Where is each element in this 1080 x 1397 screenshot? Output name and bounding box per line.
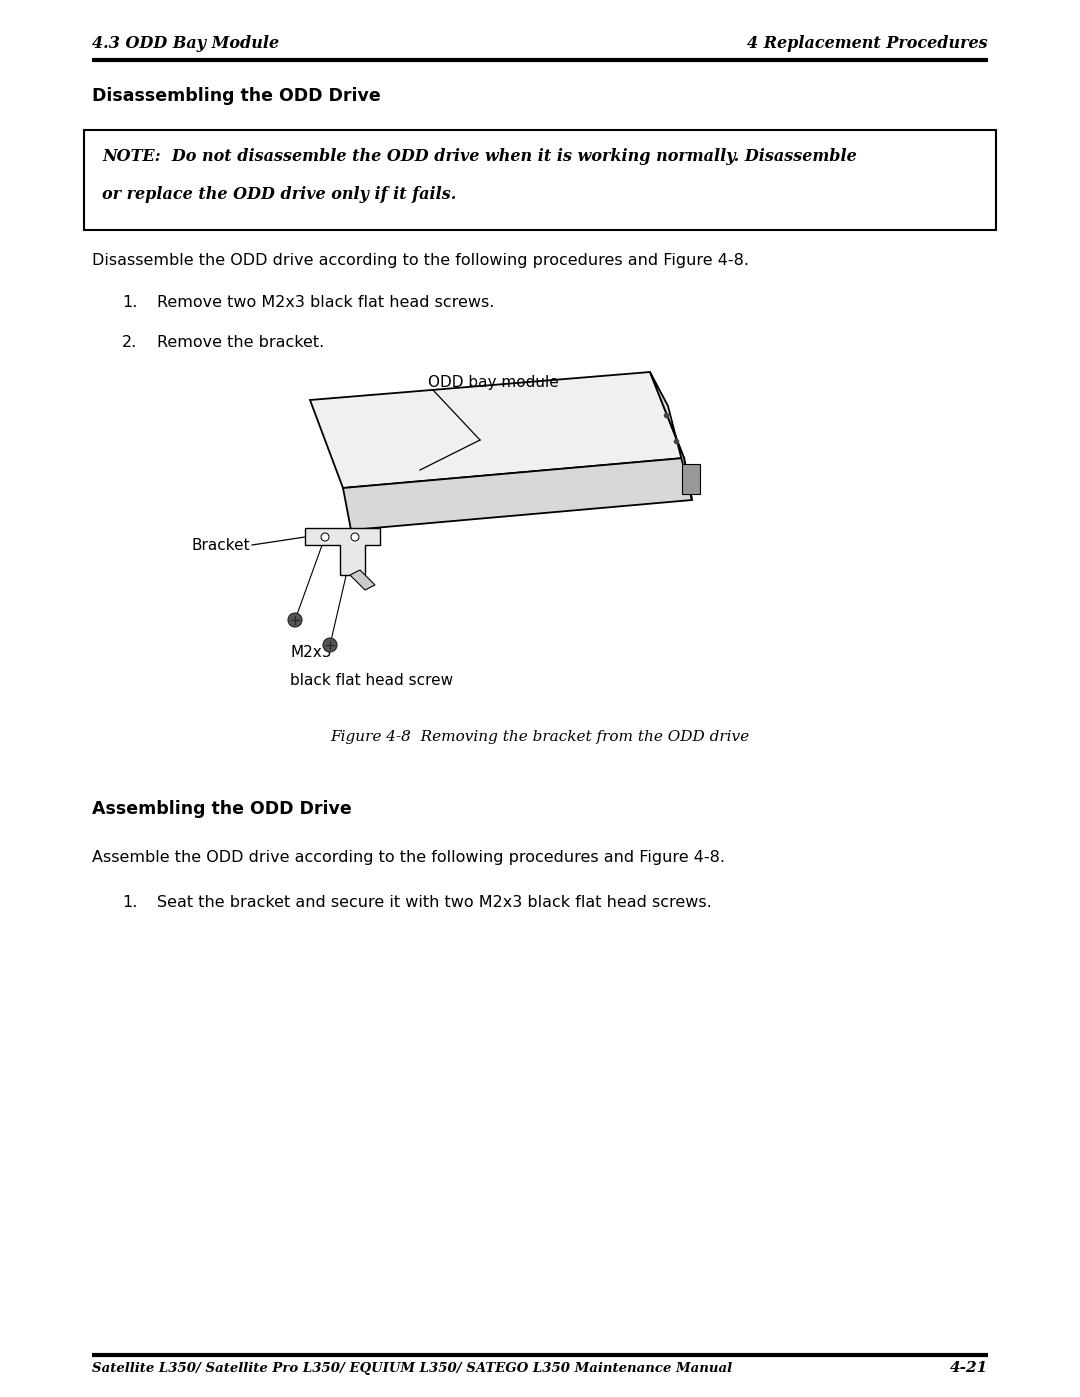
Text: Assemble the ODD drive according to the following procedures and Figure 4-8.: Assemble the ODD drive according to the … xyxy=(92,849,725,865)
Text: Disassemble the ODD drive according to the following procedures and Figure 4-8.: Disassemble the ODD drive according to t… xyxy=(92,253,750,268)
Polygon shape xyxy=(343,458,692,529)
Text: 4.3 ODD Bay Module: 4.3 ODD Bay Module xyxy=(92,35,279,52)
Polygon shape xyxy=(310,372,684,488)
Text: Seat the bracket and secure it with two M2x3 black flat head screws.: Seat the bracket and secure it with two … xyxy=(157,895,712,909)
Text: ODD bay module: ODD bay module xyxy=(428,374,558,390)
Polygon shape xyxy=(650,372,692,500)
Circle shape xyxy=(323,638,337,652)
Text: or replace the ODD drive only if it fails.: or replace the ODD drive only if it fail… xyxy=(102,186,457,203)
Text: Remove two M2x3 black flat head screws.: Remove two M2x3 black flat head screws. xyxy=(157,295,495,310)
Circle shape xyxy=(321,534,329,541)
Text: 4-21: 4-21 xyxy=(949,1361,988,1375)
Text: Bracket: Bracket xyxy=(191,538,249,552)
Polygon shape xyxy=(305,528,380,576)
Text: black flat head screw: black flat head screw xyxy=(291,673,454,687)
Text: NOTE:  Do not disassemble the ODD drive when it is working normally. Disassemble: NOTE: Do not disassemble the ODD drive w… xyxy=(102,148,856,165)
Circle shape xyxy=(288,613,302,627)
Circle shape xyxy=(351,534,359,541)
Text: M2x3: M2x3 xyxy=(291,645,332,659)
Text: Figure 4-8  Removing the bracket from the ODD drive: Figure 4-8 Removing the bracket from the… xyxy=(330,731,750,745)
Bar xyxy=(84,130,996,231)
Text: 1.: 1. xyxy=(122,895,137,909)
Text: 4 Replacement Procedures: 4 Replacement Procedures xyxy=(747,35,988,52)
Text: Satellite L350/ Satellite Pro L350/ EQUIUM L350/ SATEGO L350 Maintenance Manual: Satellite L350/ Satellite Pro L350/ EQUI… xyxy=(92,1362,732,1375)
Polygon shape xyxy=(681,464,700,495)
Polygon shape xyxy=(350,570,375,590)
Text: 1.: 1. xyxy=(122,295,137,310)
Text: Remove the bracket.: Remove the bracket. xyxy=(157,335,324,351)
Text: Disassembling the ODD Drive: Disassembling the ODD Drive xyxy=(92,87,381,105)
Text: Assembling the ODD Drive: Assembling the ODD Drive xyxy=(92,800,352,819)
Text: 2.: 2. xyxy=(122,335,137,351)
